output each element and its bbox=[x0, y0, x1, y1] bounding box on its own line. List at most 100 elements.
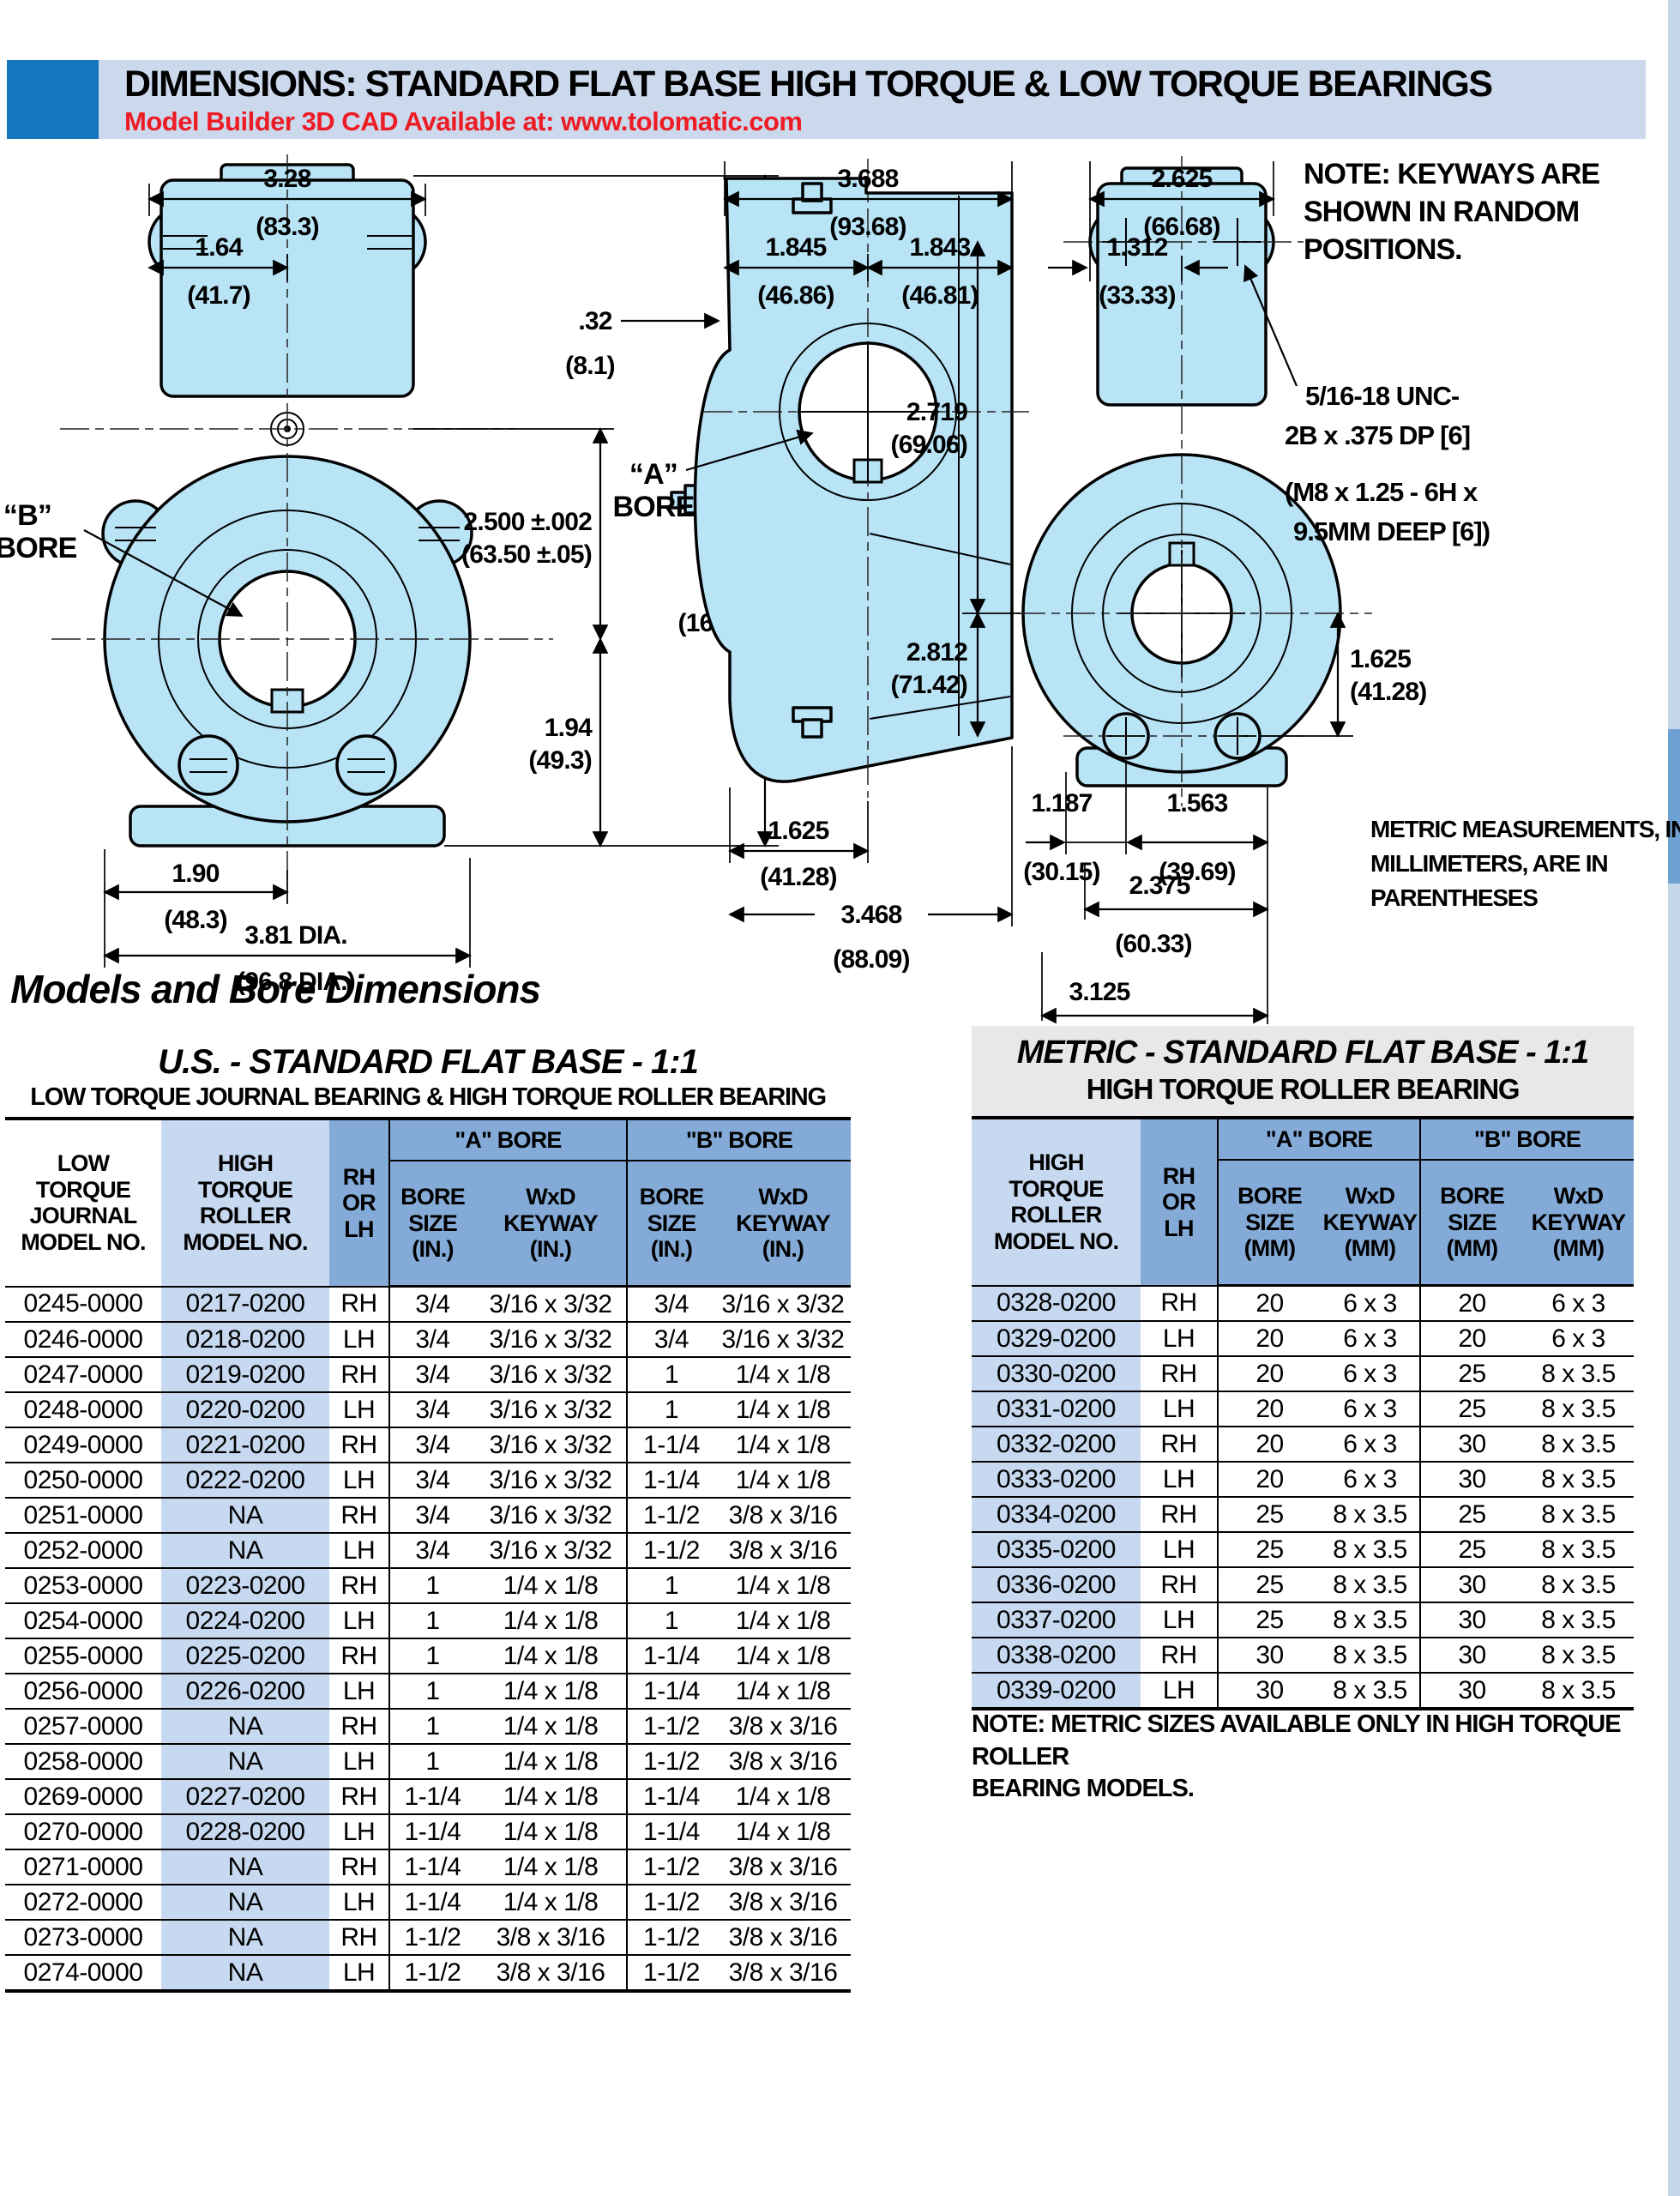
us-a-keyway-cell: 3/16 x 3/32 bbox=[475, 1286, 627, 1323]
us-a-size-cell: 3/4 bbox=[388, 1322, 475, 1358]
us-a-keyway-cell: 3/16 x 3/32 bbox=[475, 1392, 627, 1428]
logo-square bbox=[7, 60, 99, 139]
us-col-high-header: HIGH TORQUE ROLLER MODEL NO. bbox=[161, 1119, 329, 1288]
dim-back-base-d-in: 3.125 bbox=[1069, 978, 1129, 1006]
dim-side-step-in: .32 bbox=[578, 307, 611, 335]
us-table-row: 0248-0000 0220-0200 LH 3/4 3/16 x 3/32 1… bbox=[5, 1392, 851, 1428]
dim-back-base-a-mm: (30.15) bbox=[1023, 858, 1099, 886]
us-table-row: 0245-0000 0217-0200 RH 3/4 3/16 x 3/32 3… bbox=[5, 1286, 851, 1323]
us-b-keyway-cell: 3/8 x 3/16 bbox=[715, 1955, 851, 1992]
us-b-keyway-cell: 1/4 x 1/8 bbox=[715, 1357, 851, 1393]
us-low-model-cell: 0245-0000 bbox=[5, 1286, 161, 1323]
dim-front-bolt-in: 2.500 ±.002 bbox=[464, 508, 593, 536]
metric-measurements-note: METRIC MEASUREMENTS, IN MILLIMETERS, ARE… bbox=[1370, 816, 1680, 911]
us-b-keyway-cell: 3/8 x 3/16 bbox=[715, 1849, 851, 1885]
us-a-size-cell: 1-1/4 bbox=[388, 1814, 475, 1850]
dim-side-width-total-in: 3.688 bbox=[837, 165, 898, 193]
metric-a-keyway-cell: 6 x 3 bbox=[1321, 1427, 1420, 1463]
metric-a-bore-size-header: BORE SIZE (MM) bbox=[1217, 1160, 1321, 1287]
us-b-keyway-cell: 3/8 x 3/16 bbox=[715, 1744, 851, 1780]
us-b-size-cell: 1 bbox=[626, 1603, 715, 1639]
metric-b-keyway-cell: 8 x 3.5 bbox=[1523, 1602, 1634, 1638]
us-high-model-cell: NA bbox=[161, 1920, 329, 1956]
metric-model-cell: 0331-0200 bbox=[972, 1391, 1141, 1427]
svg-text:METRIC MEASUREMENTS, IN: METRIC MEASUREMENTS, IN bbox=[1370, 816, 1680, 842]
section-heading: Models and Bore Dimensions bbox=[10, 967, 541, 1011]
metric-a-keyway-cell: 6 x 3 bbox=[1321, 1321, 1420, 1357]
us-b-size-cell: 1-1/4 bbox=[626, 1638, 715, 1674]
dim-back-base-b-in: 1.563 bbox=[1166, 789, 1227, 817]
metric-a-keyway-cell: 8 x 3.5 bbox=[1321, 1497, 1420, 1533]
metric-a-size-cell: 25 bbox=[1217, 1567, 1321, 1603]
svg-text:PARENTHESES: PARENTHESES bbox=[1370, 884, 1538, 911]
dim-back-width-half-in: 1.312 bbox=[1106, 233, 1167, 262]
us-hand-cell: LH bbox=[329, 1814, 389, 1850]
drawings-svg: 3.28 (83.3) 1.64 (41.7) 2.500 ±.002 (63.… bbox=[0, 154, 1680, 1063]
us-high-model-cell: 0220-0200 bbox=[161, 1392, 329, 1428]
metric-table-row: 0328-0200 RH 20 6 x 3 20 6 x 3 bbox=[972, 1285, 1634, 1322]
metric-table-row: 0337-0200 LH 25 8 x 3.5 30 8 x 3.5 bbox=[972, 1602, 1634, 1638]
us-a-size-cell: 3/4 bbox=[388, 1463, 475, 1499]
us-b-keyway-cell: 1/4 x 1/8 bbox=[715, 1779, 851, 1815]
metric-model-cell: 0332-0200 bbox=[972, 1427, 1141, 1463]
metric-b-keyway-cell: 8 x 3.5 bbox=[1523, 1391, 1634, 1427]
metric-hand-cell: LH bbox=[1141, 1532, 1218, 1568]
front-bottom-right-screw bbox=[335, 734, 397, 796]
us-group-a-bore: "A" BORE bbox=[388, 1119, 627, 1161]
us-high-model-cell: 0226-0200 bbox=[161, 1674, 329, 1710]
metric-table-row: 0330-0200 RH 20 6 x 3 25 8 x 3.5 bbox=[972, 1356, 1634, 1392]
us-a-size-cell: 1-1/4 bbox=[388, 1779, 475, 1815]
metric-b-keyway-cell: 8 x 3.5 bbox=[1523, 1532, 1634, 1568]
us-low-model-cell: 0256-0000 bbox=[5, 1674, 161, 1710]
us-table-row: 0253-0000 0223-0200 RH 1 1/4 x 1/8 1 1/4… bbox=[5, 1568, 851, 1604]
metric-a-keyway-cell: 6 x 3 bbox=[1321, 1356, 1420, 1392]
us-b-size-cell: 1-1/4 bbox=[626, 1779, 715, 1815]
metric-b-keyway-cell: 6 x 3 bbox=[1523, 1285, 1634, 1322]
us-b-keyway-cell: 3/8 x 3/16 bbox=[715, 1498, 851, 1534]
dim-back-upper-mm: (69.06) bbox=[891, 431, 967, 459]
thread-note-line3: (M8 x 1.25 - 6H x bbox=[1285, 477, 1478, 507]
us-table-row: 0254-0000 0224-0200 LH 1 1/4 x 1/8 1 1/4… bbox=[5, 1603, 851, 1639]
us-high-model-cell: NA bbox=[161, 1744, 329, 1780]
us-b-size-cell: 1-1/2 bbox=[626, 1709, 715, 1745]
us-a-bore-size-header: BORE SIZE (IN.) bbox=[388, 1161, 475, 1288]
metric-a-keyway-cell: 8 x 3.5 bbox=[1321, 1602, 1420, 1638]
us-b-keyway-cell: 1/4 x 1/8 bbox=[715, 1463, 851, 1499]
metric-a-keyway-cell: 6 x 3 bbox=[1321, 1285, 1420, 1322]
us-b-keyway-cell: 1/4 x 1/8 bbox=[715, 1568, 851, 1604]
metric-b-size-cell: 25 bbox=[1419, 1356, 1523, 1392]
us-hand-cell: RH bbox=[329, 1849, 389, 1885]
us-a-size-cell: 1 bbox=[388, 1638, 475, 1674]
metric-model-cell: 0338-0200 bbox=[972, 1638, 1141, 1674]
us-low-model-cell: 0257-0000 bbox=[5, 1709, 161, 1745]
front-bottom-left-screw bbox=[178, 734, 239, 796]
us-a-keyway-cell: 3/16 x 3/32 bbox=[475, 1533, 627, 1569]
us-hand-cell: LH bbox=[329, 1392, 389, 1428]
us-a-keyway-cell: 3/16 x 3/32 bbox=[475, 1463, 627, 1499]
metric-b-keyway-cell: 8 x 3.5 bbox=[1523, 1638, 1634, 1674]
us-b-size-cell: 1-1/2 bbox=[626, 1920, 715, 1956]
us-b-size-cell: 1 bbox=[626, 1568, 715, 1604]
us-low-model-cell: 0272-0000 bbox=[5, 1885, 161, 1921]
us-table-row: 0273-0000 NA RH 1-1/2 3/8 x 3/16 1-1/2 3… bbox=[5, 1920, 851, 1956]
metric-a-keyway-cell: 6 x 3 bbox=[1321, 1462, 1420, 1498]
metric-a-size-cell: 20 bbox=[1217, 1391, 1321, 1427]
us-a-size-cell: 3/4 bbox=[388, 1498, 475, 1534]
metric-table-section: METRIC - STANDARD FLAT BASE - 1:1 HIGH T… bbox=[972, 1026, 1634, 1710]
metric-b-size-cell: 25 bbox=[1419, 1391, 1523, 1427]
dim-back-side-in: 1.625 bbox=[1350, 645, 1411, 673]
us-b-keyway-cell: 1/4 x 1/8 bbox=[715, 1603, 851, 1639]
metric-model-cell: 0329-0200 bbox=[972, 1321, 1141, 1357]
dim-back-width-half-mm: (33.33) bbox=[1099, 281, 1175, 310]
metric-b-keyway-cell: 8 x 3.5 bbox=[1523, 1567, 1634, 1603]
us-a-keyway-cell: 1/4 x 1/8 bbox=[475, 1603, 627, 1639]
us-a-keyway-cell: 1/4 x 1/8 bbox=[475, 1568, 627, 1604]
us-a-size-cell: 3/4 bbox=[388, 1392, 475, 1428]
page-title: DIMENSIONS: STANDARD FLAT BASE HIGH TORQ… bbox=[124, 63, 1493, 105]
us-b-size-cell: 1 bbox=[626, 1392, 715, 1428]
metric-model-cell: 0328-0200 bbox=[972, 1285, 1141, 1322]
dim-side-width-right-in: 1.843 bbox=[909, 233, 970, 262]
us-a-keyway-header: WxD KEYWAY (IN.) bbox=[475, 1161, 627, 1288]
us-high-model-cell: 0228-0200 bbox=[161, 1814, 329, 1850]
us-high-model-cell: NA bbox=[161, 1885, 329, 1921]
